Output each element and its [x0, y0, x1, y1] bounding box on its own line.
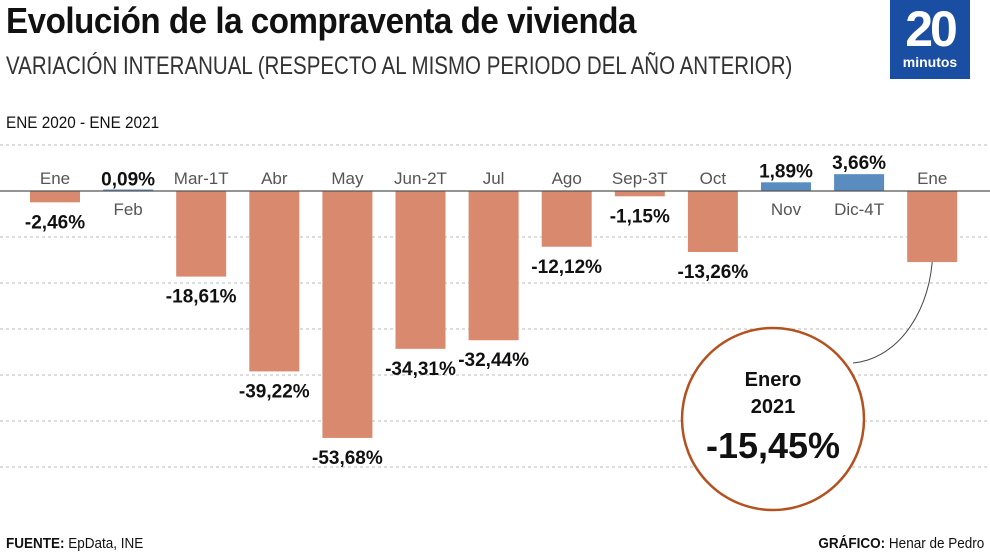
logo-number: 20 — [905, 1, 958, 57]
category-label: Mar-1T — [174, 169, 229, 188]
bar — [907, 191, 958, 263]
category-label: Ene — [917, 169, 947, 188]
callout-connector — [852, 262, 933, 364]
category-label: Jul — [483, 169, 505, 188]
category-label: May — [331, 169, 364, 188]
brand-logo: 20 minutos — [890, 0, 970, 79]
bar — [176, 191, 227, 277]
category-label: Ene — [40, 169, 70, 188]
bar — [761, 182, 811, 191]
source-label: FUENTE: — [6, 535, 65, 552]
credit-value: Henar de Pedro — [884, 535, 984, 552]
bar — [834, 174, 885, 191]
category-label: Feb — [113, 200, 142, 219]
value-label: -18,61% — [166, 287, 237, 308]
value-label: -12,12% — [531, 257, 602, 278]
labels: Ene -2,46% Feb 0,09% Mar-1T -18,61% Abr -39,22%… — [25, 153, 947, 469]
value-label: -39,22% — [239, 381, 310, 402]
period-label: ENE 2020 - ENE 2021 — [6, 113, 160, 132]
credit-note: GRÁFICO: Henar de Pedro — [818, 535, 984, 552]
category-label: Jun-2T — [394, 169, 447, 188]
logo-word: minutos — [902, 54, 958, 70]
value-label: 1,89% — [759, 161, 813, 182]
value-label: -53,68% — [312, 448, 383, 469]
value-label: -2,46% — [25, 212, 85, 233]
category-label: Abr — [261, 169, 288, 188]
value-label: -1,15% — [610, 206, 670, 227]
callout-circle — [680, 326, 866, 512]
source-note: FUENTE: EpData, INE — [6, 535, 143, 552]
chart-subtitle: VARIACIÓN INTERANUAL (RESPECTO AL MISMO … — [6, 52, 793, 80]
bar — [687, 191, 738, 252]
bar — [103, 189, 154, 191]
value-label: 3,66% — [832, 153, 886, 174]
category-label: Nov — [771, 200, 802, 219]
source-value: EpData, INE — [64, 535, 144, 552]
category-label: Sep-3T — [612, 169, 668, 188]
callout-title-line2: 2021 — [751, 396, 796, 418]
bar — [541, 191, 592, 247]
bar — [614, 191, 665, 197]
category-label: Dic-4T — [834, 200, 884, 219]
bar — [322, 191, 373, 438]
bar — [468, 191, 519, 341]
value-label: -13,26% — [678, 262, 749, 283]
callout: Enero 2021 -15,45% — [680, 262, 933, 512]
callout-value: -15,45% — [706, 425, 840, 466]
value-label: -32,44% — [458, 350, 529, 371]
category-label: Ago — [552, 169, 582, 188]
callout-title-line1: Enero — [745, 369, 802, 391]
category-label: Oct — [700, 169, 727, 188]
bar — [249, 191, 300, 372]
bar — [30, 191, 80, 203]
bar — [395, 191, 446, 349]
value-label: -34,31% — [385, 359, 456, 380]
chart-title: Evolución de la compraventa de vivienda — [6, 0, 636, 41]
credit-label: GRÁFICO: — [818, 535, 885, 552]
bars — [30, 174, 958, 438]
value-label: 0,09% — [101, 170, 155, 191]
